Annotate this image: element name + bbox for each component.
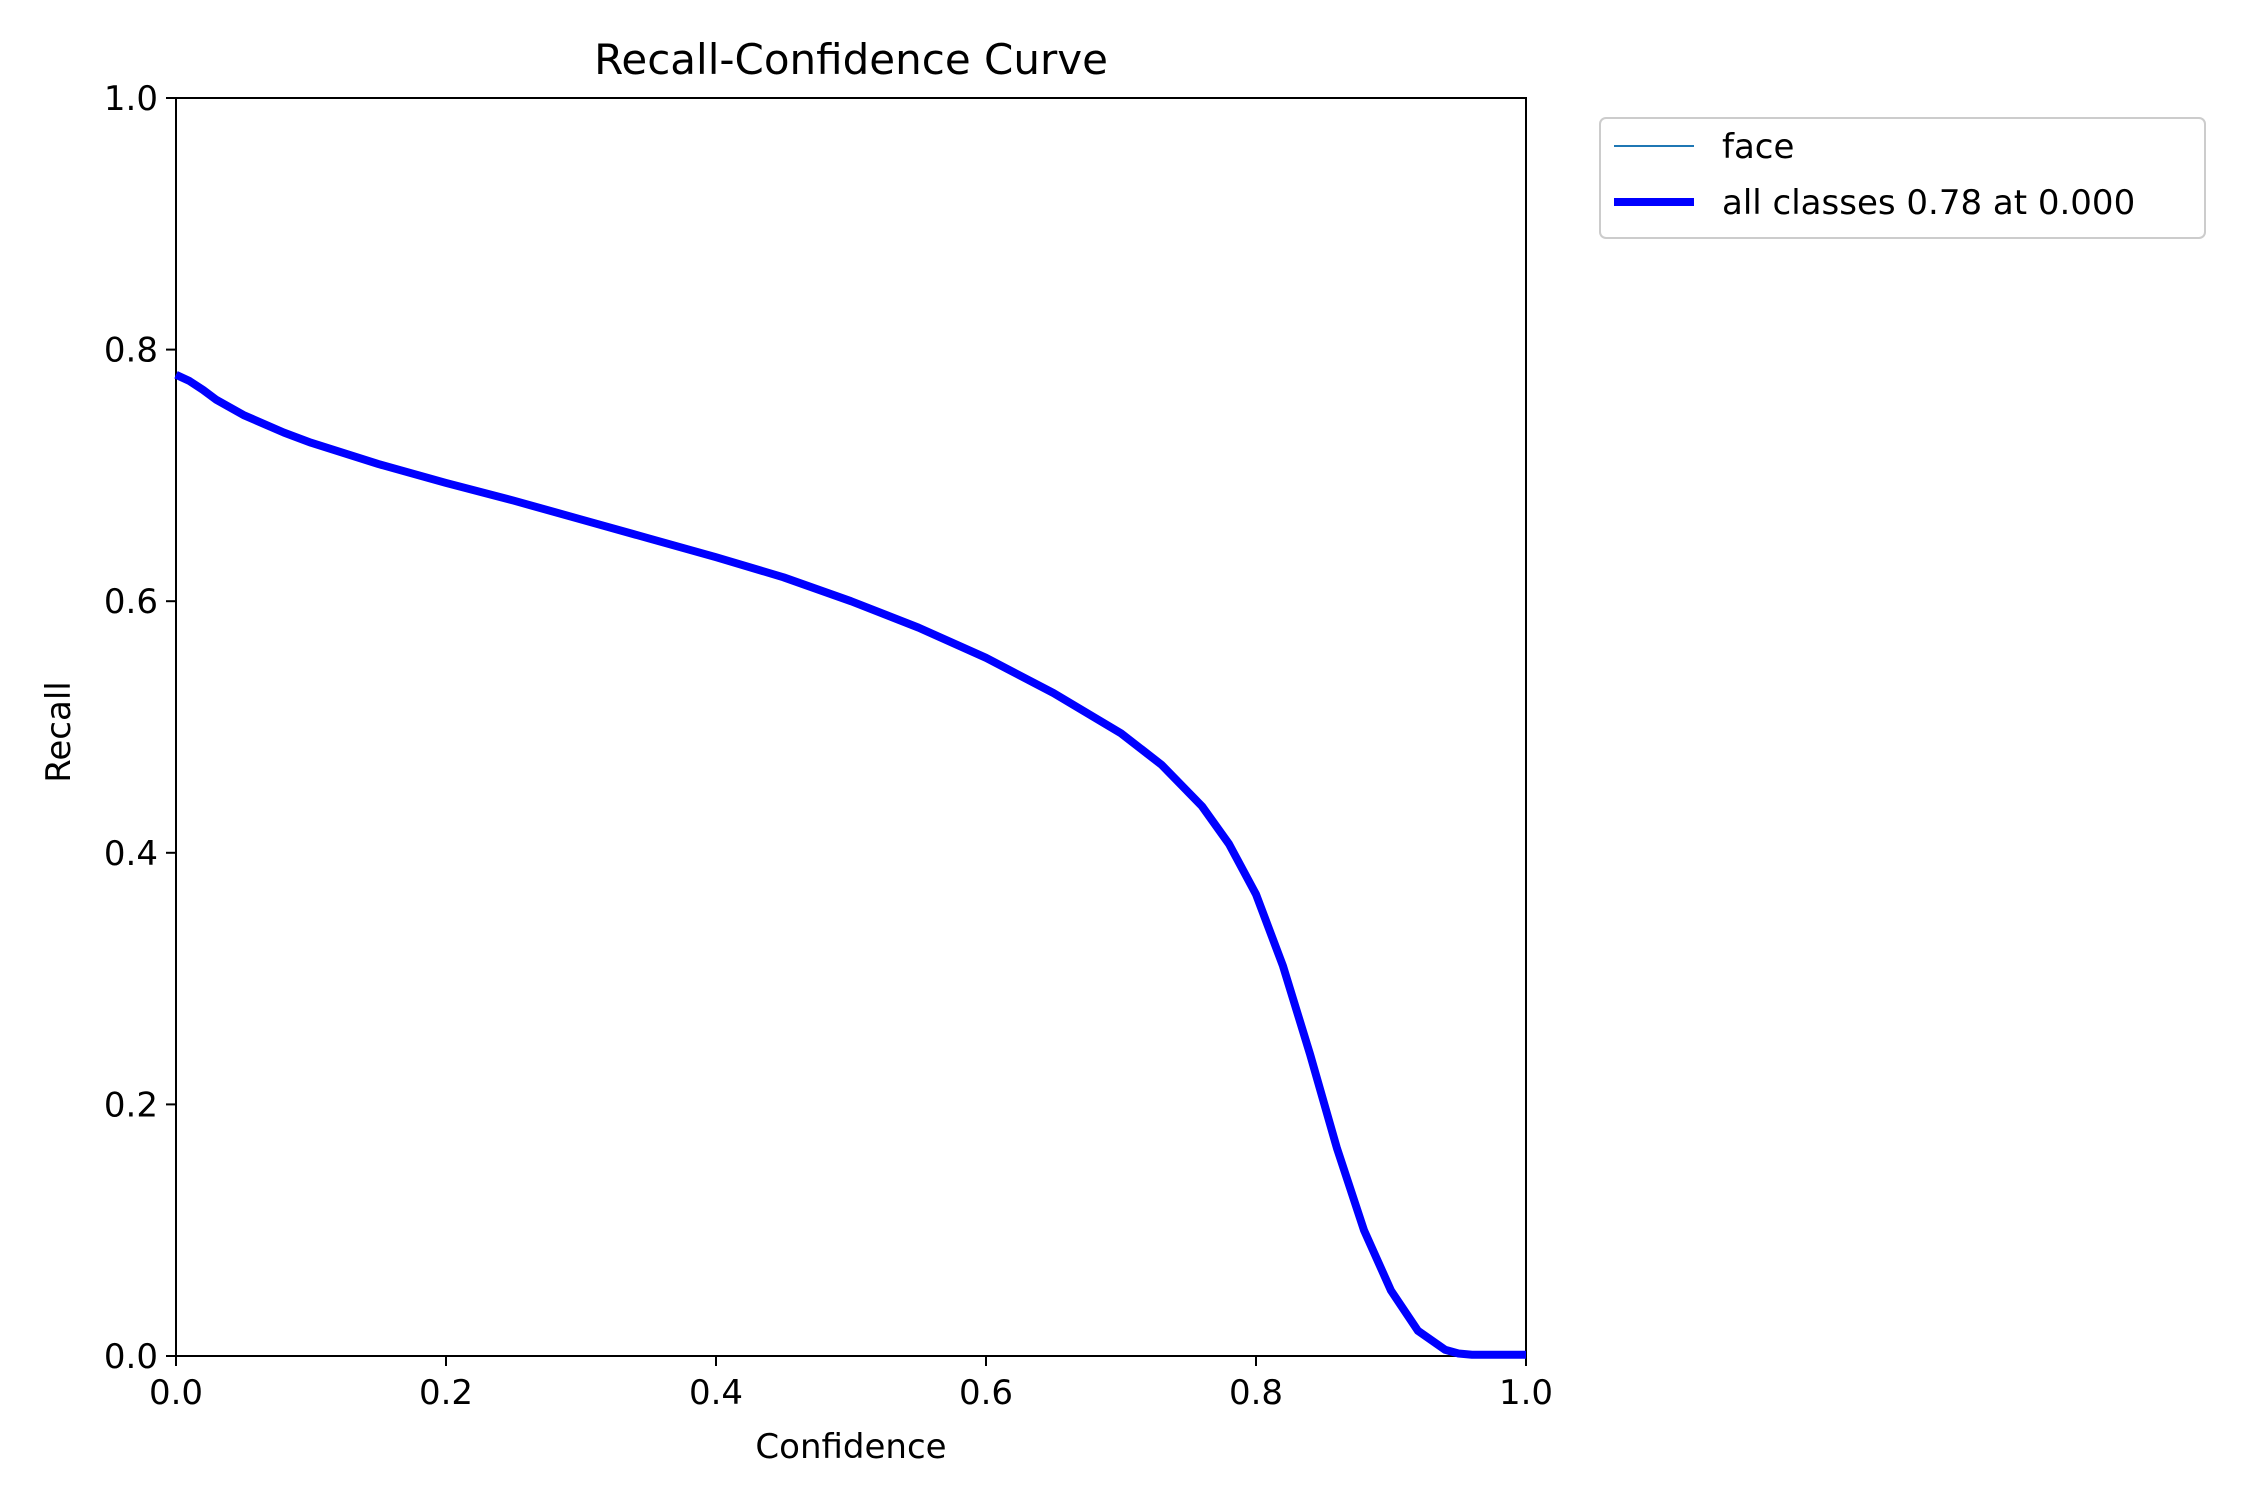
x-axis-label: Confidence [755,1427,946,1467]
series-layer [174,371,1526,1359]
x-tick-label: 0.4 [689,1373,743,1413]
legend-label-all-classes: all classes 0.78 at 0.000 [1722,183,2135,223]
x-tick-label: 1.0 [1499,1373,1553,1413]
x-tick-label: 0.8 [1229,1373,1283,1413]
y-axis: 0.0 0.2 0.4 0.6 0.8 1.0 [104,79,176,1377]
series-line-all-classes [174,371,1526,1359]
y-tick-label: 0.8 [104,331,158,371]
y-tick-label: 0.2 [104,1085,158,1125]
y-tick-label: 0.6 [104,582,158,622]
x-tick-label: 0.0 [149,1373,203,1413]
legend-label-face: face [1722,127,1794,167]
chart-title: Recall-Confidence Curve [594,35,1108,84]
x-axis: 0.0 0.2 0.4 0.6 0.8 1.0 [149,1356,1553,1413]
plot-frame [175,97,1527,1357]
y-axis-label: Recall [39,681,79,782]
plot-area [175,97,1527,1357]
y-tick-label: 1.0 [104,79,158,119]
y-tick-label: 0.4 [104,834,158,874]
x-tick-label: 0.6 [959,1373,1013,1413]
x-tick-label: 0.2 [419,1373,473,1413]
legend: face all classes 0.78 at 0.000 [1599,117,2206,239]
legend-box [1599,117,2206,239]
y-tick-label: 0.0 [104,1337,158,1377]
